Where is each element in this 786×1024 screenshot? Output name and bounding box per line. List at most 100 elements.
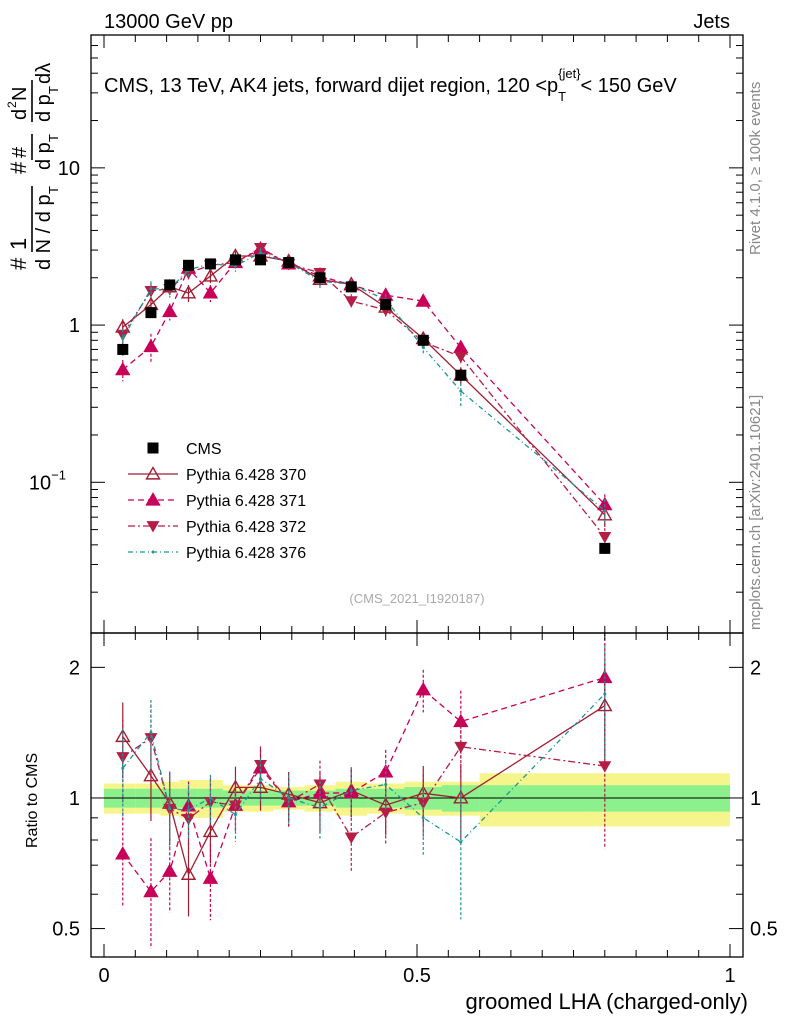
ratio-y-tick-label-right: 0.5 (750, 919, 778, 941)
svg-text:1: 1 (6, 238, 31, 250)
svg-text:d p: d p (33, 94, 55, 122)
marker-p371 (415, 293, 431, 307)
svg-text:N: N (9, 87, 31, 101)
data-point (417, 334, 429, 346)
x-tick-label: 1 (724, 965, 735, 987)
ratio-y-tick-label: 1 (69, 788, 80, 810)
ratio-y-tick-label: 2 (69, 657, 80, 679)
ratio-marker-p372 (116, 752, 130, 764)
marker-p372 (344, 296, 358, 308)
data-point (255, 254, 266, 266)
data-point (455, 369, 467, 381)
data-point (229, 254, 241, 266)
svg-text:#: # (6, 257, 31, 270)
y-tick-label: 10 (58, 158, 80, 180)
ratio-line-p376 (122, 693, 606, 843)
ratio-marker-p371 (162, 863, 178, 877)
ratio-marker-p371 (202, 870, 219, 884)
svg-text:d: d (9, 109, 31, 120)
ratio-marker-p372 (454, 741, 468, 754)
ratio-y-tick-label-right: 2 (750, 657, 761, 679)
data-point (599, 542, 611, 554)
legend-marker-p376 (151, 550, 155, 554)
title-prefix: CMS, 13 TeV, AK4 jets, forward dijet reg… (104, 75, 558, 97)
ratio-marker-p376 (459, 840, 463, 844)
category-label: Jets (693, 11, 730, 33)
ratio-y-tick-label-right: 1 (750, 788, 761, 810)
legend-label-data: CMS (186, 441, 222, 458)
ratio-marker-p376 (149, 730, 153, 734)
ratio-marker-p376 (259, 777, 262, 781)
series-line-p371 (122, 248, 606, 506)
marker-p370 (180, 285, 197, 299)
svg-text:dλ: dλ (33, 63, 55, 84)
svg-text:T: T (46, 134, 61, 142)
ratio-marker-p376 (121, 766, 125, 770)
ratio-marker-p376 (421, 816, 425, 820)
plot-title: CMS, 13 TeV, AK4 jets, forward dijet reg… (104, 66, 677, 104)
marker-p372 (454, 351, 468, 364)
ratio-marker-p376 (603, 692, 607, 696)
marker-p376 (121, 337, 125, 341)
ratio-marker-p376 (384, 783, 388, 787)
ratio-marker-p376 (187, 808, 191, 812)
legend-label-p372: Pythia 6.428 372 (186, 519, 306, 536)
data-point (164, 279, 176, 291)
data-point (314, 272, 326, 284)
marker-p371 (143, 338, 159, 353)
ratio-marker-p372 (598, 761, 612, 773)
x-tick-label: 0 (98, 965, 109, 987)
x-tick-label: 0.5 (403, 965, 431, 987)
marker-p376 (603, 509, 607, 513)
ratio-marker-p371 (143, 883, 159, 898)
marker-p371 (115, 361, 131, 376)
ratio-marker-p372 (344, 832, 358, 844)
marker-p376 (259, 251, 262, 255)
marker-p376 (421, 346, 425, 350)
ratio-marker-p370 (252, 779, 269, 793)
y-axis-label: # 1 d N / d p T # # d p T d 2 N d p T dλ (5, 63, 61, 270)
legend-marker-data (147, 442, 159, 454)
y-tick-label: 1 (69, 315, 80, 337)
svg-text:d p: d p (33, 142, 55, 170)
svg-text:#: # (6, 161, 31, 174)
ratio-marker-p372 (182, 813, 196, 826)
ratio-axis-label: Ratio to CMS (24, 753, 41, 848)
marker-p371 (162, 303, 178, 318)
legend-label-p371: Pythia 6.428 371 (186, 493, 306, 510)
data-point (345, 281, 357, 293)
legend-label-p370: Pythia 6.428 370 (186, 467, 306, 484)
x-axis-label: groomed LHA (charged-only) (466, 989, 748, 1014)
series-line-p372 (122, 247, 606, 538)
rivet-version: Rivet 4.1.0, ≥ 100k events (747, 82, 764, 255)
ratio-marker-p371 (115, 846, 131, 860)
data-point (117, 343, 129, 355)
marker-p376 (459, 389, 463, 393)
svg-text:T: T (46, 186, 61, 194)
data-point (283, 257, 295, 269)
legend-label-p376: Pythia 6.428 376 (186, 545, 306, 562)
ratio-marker-p371 (415, 681, 431, 696)
ratio-marker-p370 (202, 823, 219, 838)
ratio-marker-p372 (313, 779, 327, 791)
y-tick-label: 10−1 (29, 467, 66, 494)
svg-text:d N / d p: d N / d p (33, 194, 55, 270)
marker-p371 (202, 285, 219, 299)
mcplots-source: mcplots.cern.ch [arXiv:2401.10621] (747, 395, 764, 630)
data-point (145, 307, 157, 319)
legend-marker-p371 (145, 492, 161, 506)
marker-p370 (202, 268, 219, 282)
analysis-watermark: (CMS_2021_I1920187) (349, 591, 484, 606)
svg-text:#: # (9, 146, 31, 158)
ratio-marker-p372 (379, 807, 393, 819)
ratio-marker-p376 (349, 789, 353, 793)
ratio-y-tick-label: 0.5 (52, 919, 80, 941)
svg-text:2: 2 (5, 101, 19, 108)
ratio-marker-p370 (143, 767, 159, 782)
energy-label: 13000 GeV pp (104, 11, 233, 33)
ratio-line-p370 (122, 705, 606, 877)
legend: CMS Pythia 6.428 370 Pythia 6.428 371 Pythi… (128, 441, 306, 562)
data-point (183, 259, 195, 271)
ratio-marker-p376 (233, 813, 237, 817)
